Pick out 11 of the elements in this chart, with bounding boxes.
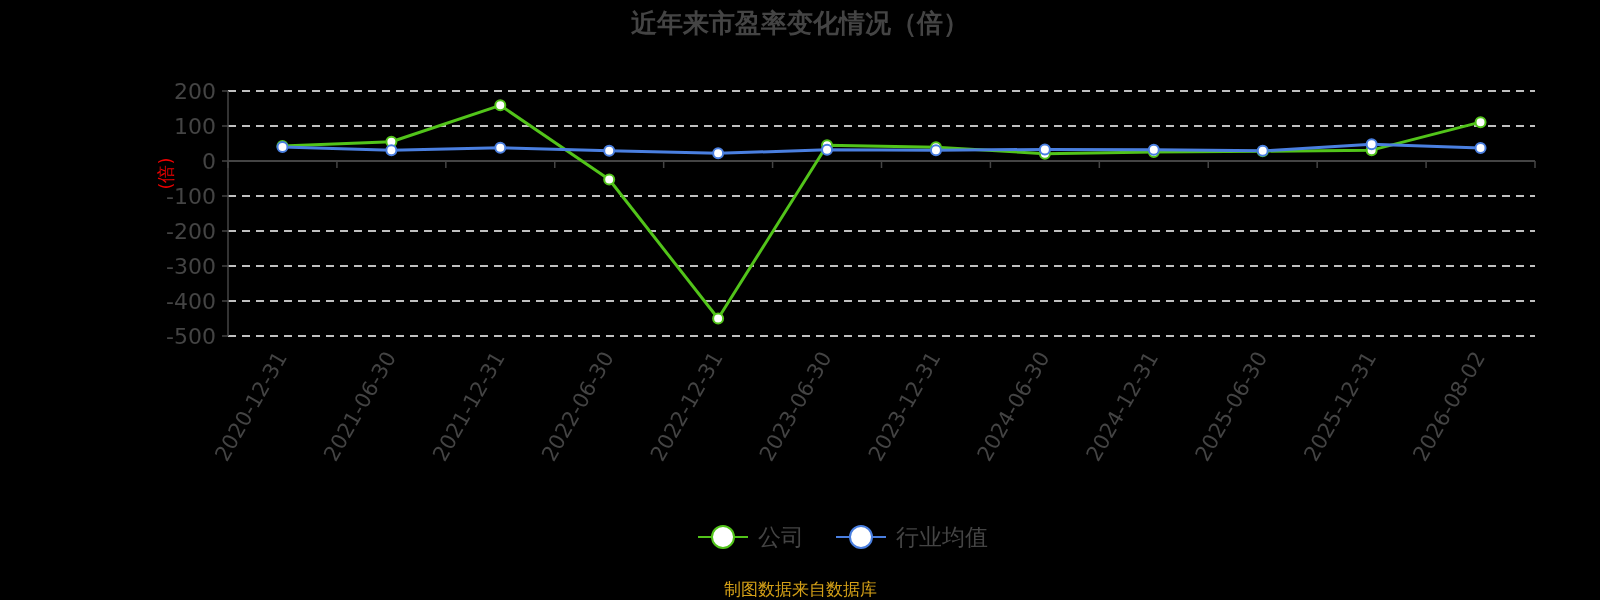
chart-title: 近年来市盈率变化情况（倍） — [631, 8, 969, 38]
text: 制图数据来自数据库 — [723, 579, 877, 599]
y-tick-label: -200 — [166, 219, 216, 244]
y-tick-label: 200 — [174, 79, 216, 104]
y-tick-label: 0 — [202, 149, 216, 174]
y-tick-label: -400 — [166, 289, 216, 314]
y-tick-label: -300 — [166, 254, 216, 279]
y-tick-label: -500 — [166, 324, 216, 349]
legend-label: 行业均值 — [896, 524, 988, 550]
legend-label: 公司 — [758, 524, 804, 550]
y-tick-label: 100 — [174, 114, 216, 139]
